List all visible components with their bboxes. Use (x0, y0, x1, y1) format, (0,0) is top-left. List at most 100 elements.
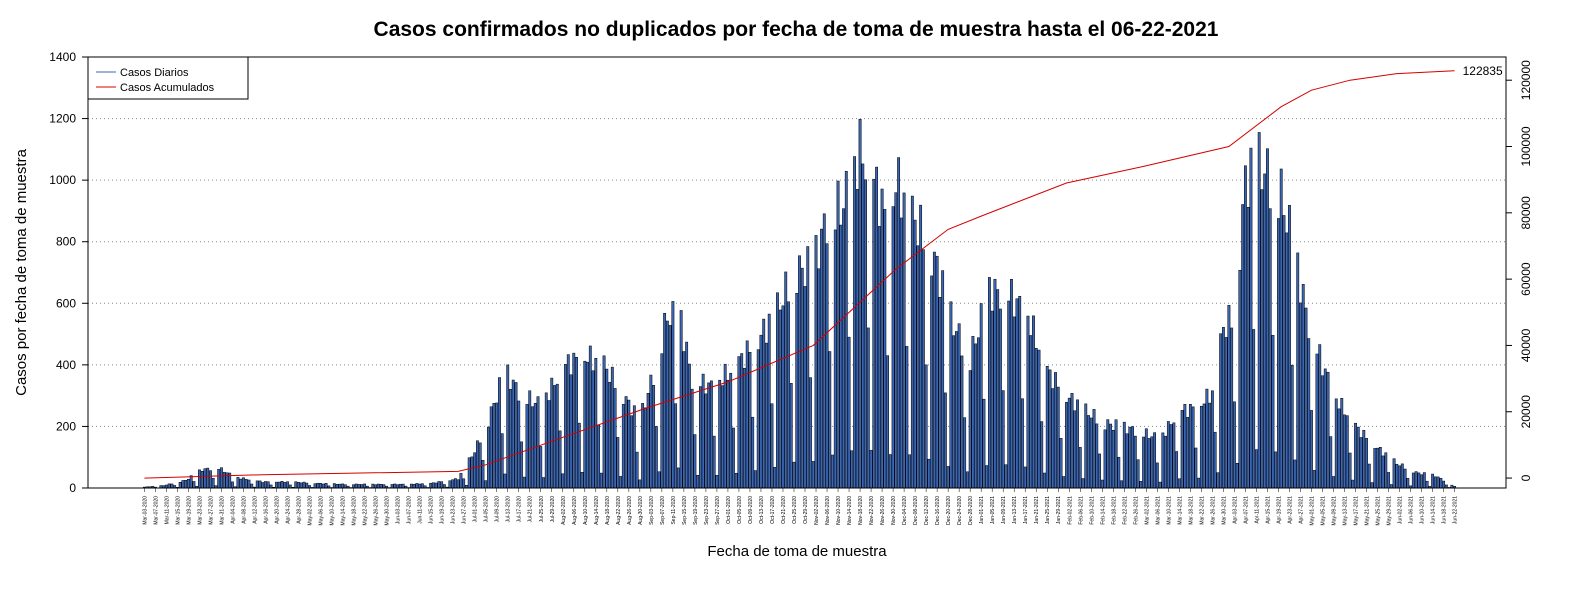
daily-bar (660, 353, 664, 489)
plot-frame (87, 56, 1507, 489)
daily-bar (861, 163, 865, 489)
daily-bar (542, 477, 545, 489)
daily-bar (968, 370, 972, 489)
daily-bar (726, 379, 730, 489)
daily-bar (1136, 459, 1140, 489)
daily-bar (431, 482, 435, 489)
daily-bar (473, 452, 477, 489)
daily-bar (1323, 368, 1327, 489)
daily-bar (817, 268, 821, 489)
daily-bar (1103, 429, 1107, 489)
daily-bar (1081, 478, 1085, 489)
daily-bar (627, 399, 631, 489)
daily-bar (1172, 422, 1176, 489)
daily-bar (715, 475, 719, 489)
daily-bar (437, 481, 441, 489)
daily-bar (1219, 333, 1223, 489)
daily-bar (409, 483, 413, 489)
legend-label-cumulative: Casos Acumulados (120, 82, 215, 94)
daily-bar (206, 467, 210, 489)
x-tick-label: Aug-30-2020 (638, 496, 644, 525)
daily-bar (547, 400, 551, 489)
daily-bar (602, 355, 606, 489)
x-tick-label: Sep-27-2020 (715, 496, 721, 525)
daily-bar (1183, 404, 1187, 489)
y2-tick-label: 60000 (1519, 262, 1533, 296)
x-tick-label: Jun-11-2020 (418, 496, 424, 524)
daily-bar (382, 484, 386, 489)
x-tick-label: May-17-2021 (1354, 496, 1360, 526)
x-tick-label: May-22-2020 (363, 496, 369, 526)
daily-bar (886, 355, 890, 489)
daily-bar (693, 434, 697, 489)
daily-bar (773, 467, 777, 489)
daily-bar (743, 367, 746, 489)
daily-bar (971, 336, 975, 489)
daily-bar (564, 364, 567, 489)
y-tick-label: 1400 (49, 50, 76, 64)
daily-bar (696, 475, 700, 489)
daily-bar (442, 484, 446, 489)
x-tick-label: Aug-26-2020 (627, 496, 633, 525)
x-tick-label: Nov-10-2020 (836, 496, 842, 525)
daily-bar (988, 277, 991, 489)
x-tick-label: Jun-23-2020 (451, 496, 457, 524)
x-tick-label: Nov-30-2020 (891, 496, 897, 525)
daily-bar (836, 180, 840, 489)
daily-bar (244, 479, 248, 489)
daily-bar (277, 481, 281, 489)
daily-bar (299, 482, 303, 489)
daily-bar (778, 309, 782, 489)
daily-bar (379, 484, 383, 489)
daily-bar (1403, 468, 1407, 489)
daily-bar (525, 404, 529, 489)
x-tick-label: Dec-12-2020 (924, 496, 930, 525)
x-tick-label: Feb-18-2021 (1111, 496, 1117, 525)
daily-bar (839, 224, 843, 489)
x-tick-label: Apr-27-2021 (1298, 496, 1304, 524)
x-tick-label: Mar-15-2020 (175, 496, 181, 525)
daily-bar (294, 481, 298, 489)
daily-bar (1389, 484, 1393, 489)
y-tick-label: 1200 (49, 112, 76, 126)
x-tick-label: Aug-22-2020 (616, 496, 622, 525)
daily-bar (561, 473, 565, 489)
daily-bar (652, 385, 656, 489)
x-tick-label: Sep-19-2020 (693, 496, 699, 525)
x-tick-label: May-01-2021 (1309, 496, 1315, 526)
daily-bar (729, 372, 733, 489)
daily-bar (910, 195, 914, 489)
x-tick-label: Nov-06-2020 (825, 496, 831, 525)
daily-bar (1260, 189, 1264, 489)
daily-bar (641, 403, 645, 489)
x-tick-label: Jun-03-2020 (396, 496, 402, 524)
daily-bar (1142, 436, 1145, 489)
daily-bar (759, 334, 763, 489)
daily-bar (575, 356, 578, 489)
daily-bar (1282, 215, 1286, 489)
daily-bar (495, 402, 499, 489)
daily-bar (396, 484, 400, 489)
daily-bar (420, 483, 424, 489)
daily-bar (1144, 428, 1148, 489)
x-tick-label: Jan-17-2021 (1023, 496, 1029, 524)
daily-bar (908, 454, 912, 489)
daily-bar (1414, 471, 1418, 489)
daily-bar (522, 476, 526, 489)
x-tick-label: Nov-14-2020 (847, 496, 853, 525)
daily-bar (690, 388, 694, 489)
daily-bar (470, 456, 474, 489)
daily-bar (357, 484, 361, 489)
daily-bar (1290, 364, 1294, 489)
daily-bar (258, 480, 262, 489)
daily-bar (632, 405, 636, 489)
daily-bar (952, 335, 956, 489)
daily-bar (498, 377, 501, 489)
daily-bar (509, 388, 512, 489)
daily-bar (198, 469, 201, 489)
daily-bar (591, 370, 595, 489)
daily-bar (869, 450, 873, 489)
daily-bar (1202, 403, 1206, 489)
daily-bar (943, 392, 947, 489)
x-tick-label: Apr-04-2020 (230, 496, 236, 524)
